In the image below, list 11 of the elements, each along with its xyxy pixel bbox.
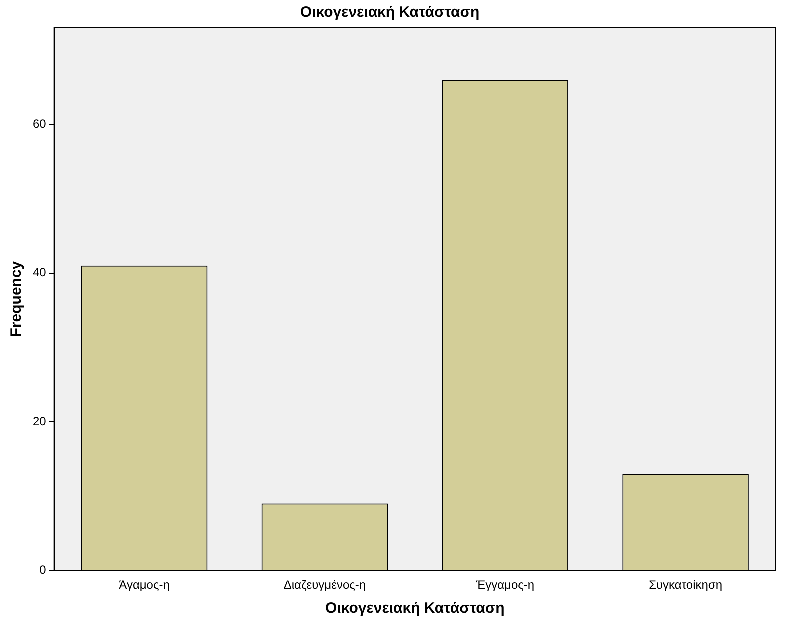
x-tick-label: Συγκατοίκηση [649, 578, 723, 592]
y-tick-label: 0 [40, 562, 47, 577]
x-tick-label: Διαζευγμένος-η [284, 578, 366, 592]
y-tick-label: 40 [32, 266, 47, 280]
y-tick-label: 60 [32, 116, 47, 131]
y-axis-title: Frequency [8, 260, 26, 338]
x-tick-label: Άγαμος-η [119, 578, 170, 592]
x-tick-label: Έγγαμος-η [475, 578, 535, 592]
chart-title: Οικογενειακή Κατάσταση [300, 4, 480, 22]
x-axis-title: Οικογενειακή Κατάσταση [326, 600, 505, 618]
y-tick-label: 20 [32, 414, 47, 428]
